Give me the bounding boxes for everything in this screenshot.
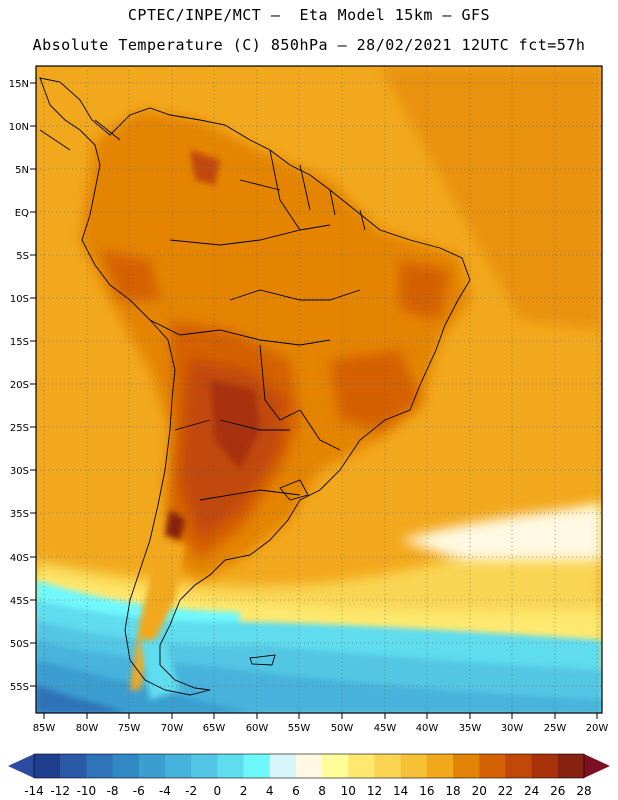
colorbar-cell (505, 754, 533, 778)
colorbar-cell (217, 754, 244, 778)
lon-label: 75W (118, 723, 141, 734)
colorbar-cell (557, 754, 585, 778)
lat-label: 5S (16, 251, 29, 262)
colorbar-frame (33, 753, 585, 779)
lat-label: 10N (9, 122, 29, 133)
coastlines (39, 77, 471, 696)
lon-label: 35W (459, 723, 482, 734)
colorbar-tick-label: -14 (24, 784, 44, 798)
colorbar-cell (112, 754, 140, 778)
temperature-colorbar: -14 -12 -10 -8 -6 -4 -2 0 2 4 6 8 10 12 14 16 18 20 22 24 26… (8, 753, 610, 798)
colorbar-cell (164, 754, 192, 778)
colorbar-cell (86, 754, 113, 778)
temperature-map: 15N 10N 5N EQ 5S 10S 15S 20S 25S 30S 35S… (9, 65, 609, 734)
lat-label: 35S (10, 509, 29, 520)
colorbar-tick-label: 0 (214, 784, 222, 798)
colorbar-cell (531, 754, 559, 778)
colorbar-tick-label: 2 (240, 784, 248, 798)
lat-label: 55S (10, 682, 29, 693)
axis-ticks (30, 82, 598, 719)
country-borders (149, 149, 366, 501)
map-frame (35, 65, 603, 714)
chart-subtitle: Absolute Temperature (C) 850hPa – 28/02/… (32, 36, 586, 54)
colorbar-tick-label: 16 (419, 784, 434, 798)
colorbar-tick-label: 22 (498, 784, 513, 798)
colorbar-tick-label: 24 (524, 784, 539, 798)
lon-label: 20W (586, 723, 609, 734)
colorbar-tick-label: 14 (393, 784, 408, 798)
lat-label: 30S (10, 466, 29, 477)
lat-label: EQ (15, 208, 29, 219)
lat-label: 20S (10, 380, 29, 391)
colorbar-cell (400, 754, 428, 778)
colorbar-tick-labels: -14 -12 -10 -8 -6 -4 -2 0 2 4 6 8 10 12 14 16 18 20 22 24 26… (24, 784, 591, 798)
lat-label: 10S (10, 294, 29, 305)
temperature-field (36, 66, 602, 713)
lat-label: 15S (10, 337, 29, 348)
lat-label: 40S (10, 553, 29, 564)
lon-label: 55W (288, 723, 311, 734)
lon-label: 25W (544, 723, 567, 734)
colorbar-min-triangle-icon (8, 754, 34, 778)
latitude-labels: 15N 10N 5N EQ 5S 10S 15S 20S 25S 30S 35S… (9, 79, 29, 693)
colorbar-cell (374, 754, 402, 778)
lat-label: 15N (9, 79, 29, 90)
colorbar-tick-label: 20 (472, 784, 487, 798)
lon-label: 60W (246, 723, 269, 734)
lagoon-outline (279, 479, 309, 501)
colorbar-tick-label: 18 (445, 784, 460, 798)
colorbar-cell (243, 754, 271, 778)
colorbar-tick-label: -10 (77, 784, 97, 798)
south-america-coastline (39, 77, 471, 696)
colorbar-tick-label: 6 (292, 784, 300, 798)
colorbar-cell (191, 754, 218, 778)
colorbar-tick-label: 28 (576, 784, 591, 798)
falklands-outline (249, 654, 276, 666)
colorbar-cell (348, 754, 375, 778)
colorbar-cells (34, 754, 585, 778)
lon-label: 50W (331, 723, 354, 734)
colorbar-tick-label: -4 (159, 784, 171, 798)
colorbar-tick-label: -2 (185, 784, 197, 798)
colorbar-cell (138, 754, 166, 778)
lat-label: 25S (10, 423, 29, 434)
colorbar-cell (34, 754, 61, 778)
colorbar-tick-label: -8 (107, 784, 119, 798)
lon-label: 70W (161, 723, 184, 734)
lon-label: 80W (76, 723, 99, 734)
colorbar-tick-label: 8 (318, 784, 326, 798)
lon-label: 65W (203, 723, 226, 734)
lon-label: 30W (501, 723, 524, 734)
lat-label: 45S (10, 596, 29, 607)
lon-label: 40W (416, 723, 439, 734)
colorbar-cell (479, 754, 506, 778)
lat-label: 5N (15, 165, 29, 176)
chart-title: CPTEC/INPE/MCT – Eta Model 15km – GFS (127, 6, 491, 24)
colorbar-tick-label: 12 (367, 784, 382, 798)
colorbar-cell (322, 754, 349, 778)
colorbar-tick-label: -6 (133, 784, 145, 798)
longitude-labels: 85W 80W 75W 70W 65W 60W 55W 50W 45W 40W … (33, 723, 609, 734)
colorbar-max-triangle-icon (584, 754, 610, 778)
colorbar-tick-label: 10 (341, 784, 356, 798)
colorbar-tick-label: 4 (266, 784, 274, 798)
colorbar-tick-label: -12 (50, 784, 70, 798)
colorbar-cell (295, 754, 323, 778)
colorbar-cell (426, 754, 454, 778)
colorbar-cell (60, 754, 87, 778)
lon-label: 45W (374, 723, 397, 734)
lon-label: 85W (33, 723, 56, 734)
lat-label: 50S (10, 639, 29, 650)
colorbar-cell (453, 754, 480, 778)
colorbar-tick-label: 26 (550, 784, 565, 798)
central-america-coastline (39, 119, 121, 151)
colorbar-cell (269, 754, 297, 778)
